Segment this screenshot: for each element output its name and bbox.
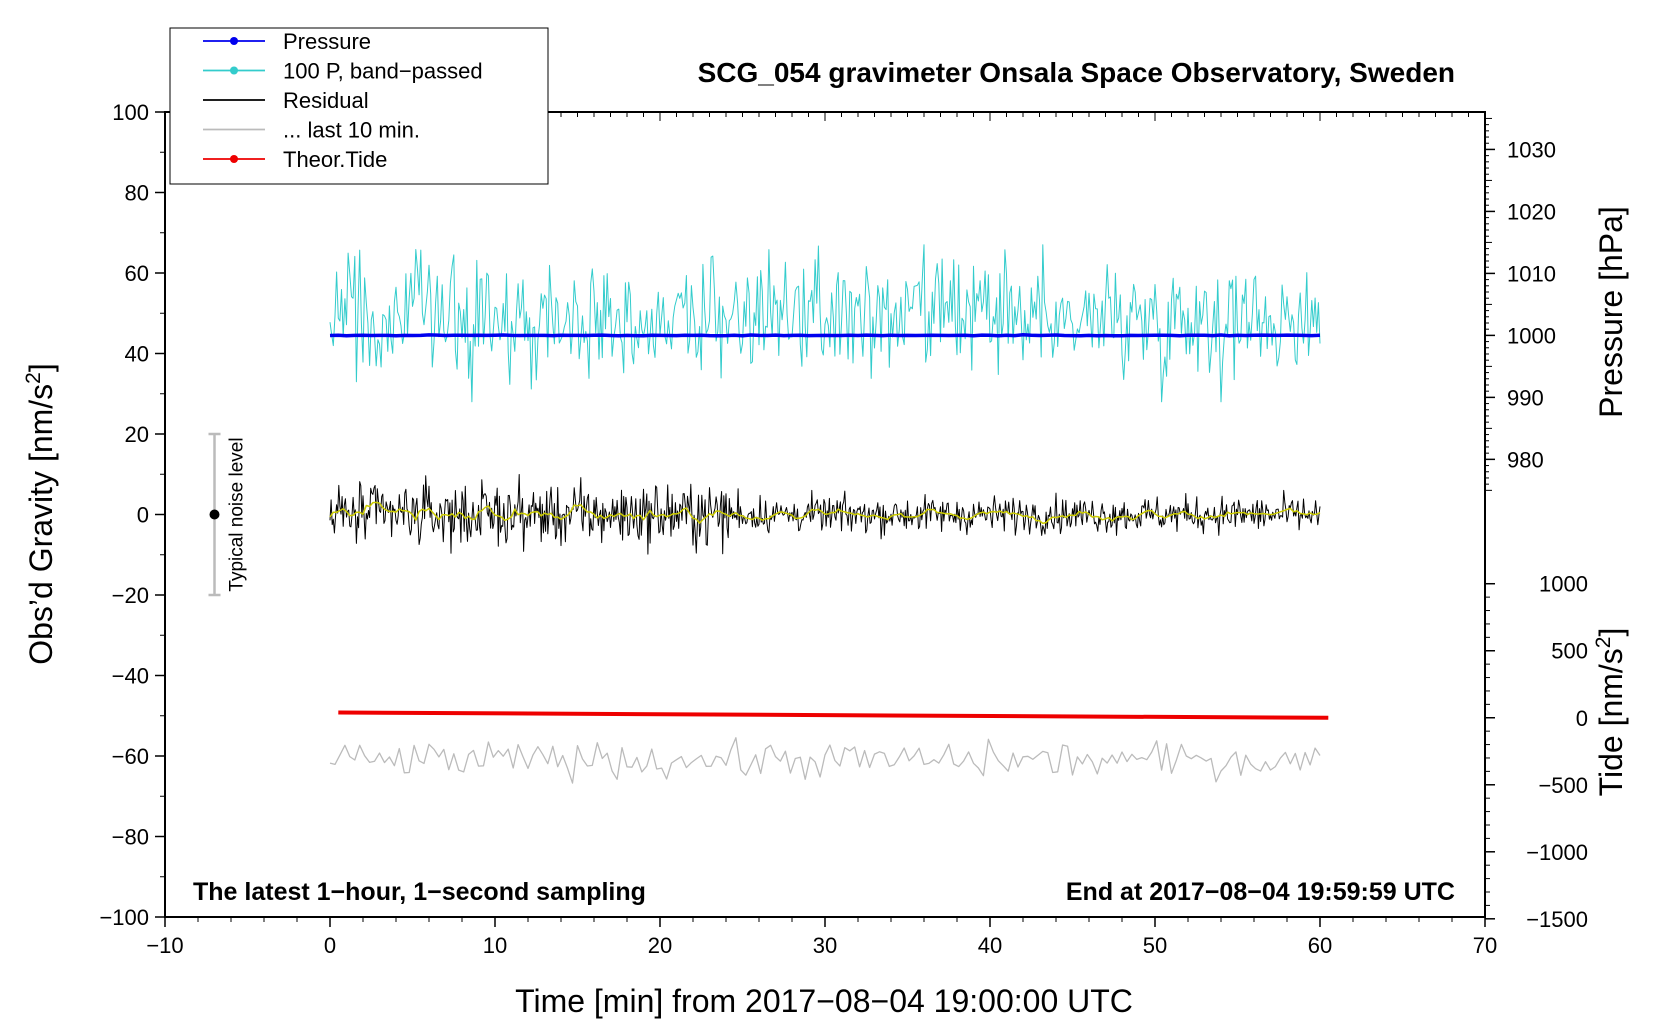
y-tick-label: −100 bbox=[99, 905, 149, 930]
residual-smoothed-line bbox=[329, 501, 1321, 525]
pressure-bandpassed-line bbox=[329, 244, 1321, 403]
y-tick-label: −80 bbox=[112, 825, 149, 850]
tide-axis: −1500 −1000 −500 0 500 1000 bbox=[1485, 572, 1588, 932]
pressure-tick-label: 1010 bbox=[1507, 261, 1556, 286]
pressure-tick-label: 1030 bbox=[1507, 137, 1556, 162]
chart-title: SCG_054 gravimeter Onsala Space Observat… bbox=[698, 57, 1455, 88]
y-tick-label: 60 bbox=[125, 261, 149, 286]
pressure-tick-label: 990 bbox=[1507, 385, 1544, 410]
pressure-axis-label: Pressure [hPa] bbox=[1593, 206, 1629, 418]
pressure-tick-label: 980 bbox=[1507, 447, 1544, 472]
legend-marker bbox=[230, 37, 238, 45]
x-tick-label: 50 bbox=[1143, 933, 1167, 958]
x-tick-label: 10 bbox=[483, 933, 507, 958]
tide-tick-label: −1500 bbox=[1526, 907, 1588, 932]
tide-axis-label-text: Tide [nm/s bbox=[1593, 648, 1629, 796]
tide-tick-label: −500 bbox=[1538, 773, 1588, 798]
noise-bar: Typical noise level bbox=[208, 432, 248, 597]
x-axis: −10 0 10 20 30 40 50 60 70 bbox=[146, 917, 1497, 958]
tide-tick-label: 1000 bbox=[1539, 572, 1588, 597]
legend-label: Pressure bbox=[283, 29, 371, 54]
y-axis-left: −100 −80 −60 −40 −20 0 20 40 60 80 100 bbox=[99, 100, 165, 930]
y-tick-label: 40 bbox=[125, 342, 149, 367]
y-tick-label: −20 bbox=[112, 583, 149, 608]
legend-marker bbox=[230, 66, 238, 75]
x-tick-label: 40 bbox=[978, 933, 1002, 958]
pressure-axis: 980 990 1000 1010 1020 1030 bbox=[1485, 117, 1556, 491]
y-tick-label: −60 bbox=[112, 744, 149, 769]
x-tick-label: 70 bbox=[1473, 933, 1497, 958]
x-tick-label: 20 bbox=[648, 933, 672, 958]
tide-label-group: Tide [nm/s2] bbox=[1592, 628, 1629, 797]
y-axis-left-label-sup: 2 bbox=[22, 372, 45, 384]
legend: Pressure 100 P, band−passed Residual ... la… bbox=[169, 27, 549, 185]
y-axis-left-label-group: Obs’d Gravity [nm/s2] bbox=[22, 363, 59, 665]
tide-axis-label-sup: 2 bbox=[1592, 637, 1615, 649]
y-axis-left-label-end: ] bbox=[23, 363, 59, 372]
noise-bar-dot bbox=[209, 509, 220, 520]
tide-tick-label: 500 bbox=[1551, 639, 1588, 664]
noise-bar-label: Typical noise level bbox=[227, 437, 248, 591]
y-tick-label: 100 bbox=[112, 100, 149, 125]
x-tick-label: 30 bbox=[813, 933, 837, 958]
tide-tick-label: 0 bbox=[1576, 706, 1588, 731]
annotation-right: End at 2017−08−04 19:59:59 UTC bbox=[1066, 878, 1455, 906]
tide-axis-label-end: ] bbox=[1593, 628, 1629, 637]
last-10-min-line bbox=[329, 737, 1321, 784]
y-axis-left-label-text: Obs’d Gravity [nm/s bbox=[23, 384, 59, 665]
pressure-tick-label: 1000 bbox=[1507, 323, 1556, 348]
y-tick-label: −40 bbox=[112, 664, 149, 689]
y-tick-label: 80 bbox=[125, 181, 149, 206]
tide-tick-label: −1000 bbox=[1526, 840, 1588, 865]
y-axis-left-label: Obs’d Gravity [nm/s2] bbox=[22, 363, 59, 665]
pressure-label-group: Pressure [hPa] bbox=[1593, 206, 1629, 418]
pressure-tick-label: 1020 bbox=[1507, 199, 1556, 224]
y-tick-label: 0 bbox=[137, 503, 149, 528]
y-tick-label: 20 bbox=[125, 422, 149, 447]
theoretical-tide-line bbox=[338, 710, 1329, 720]
legend-label: Residual bbox=[283, 88, 369, 113]
x-axis-label: Time [min] from 2017−08−04 19:00:00 UTC bbox=[515, 983, 1133, 1019]
legend-marker bbox=[230, 155, 238, 163]
pressure-line bbox=[329, 333, 1321, 338]
x-tick-label: 60 bbox=[1308, 933, 1332, 958]
legend-label: 100 P, band−passed bbox=[283, 59, 483, 84]
legend-label: ... last 10 min. bbox=[283, 118, 420, 143]
tide-axis-label: Tide [nm/s2] bbox=[1592, 628, 1629, 797]
annotation-left: The latest 1−hour, 1−second sampling bbox=[193, 878, 646, 906]
x-tick-label: −10 bbox=[146, 933, 183, 958]
series-layer bbox=[329, 244, 1329, 784]
x-tick-label: 0 bbox=[324, 933, 336, 958]
legend-label: Theor.Tide bbox=[283, 147, 387, 172]
